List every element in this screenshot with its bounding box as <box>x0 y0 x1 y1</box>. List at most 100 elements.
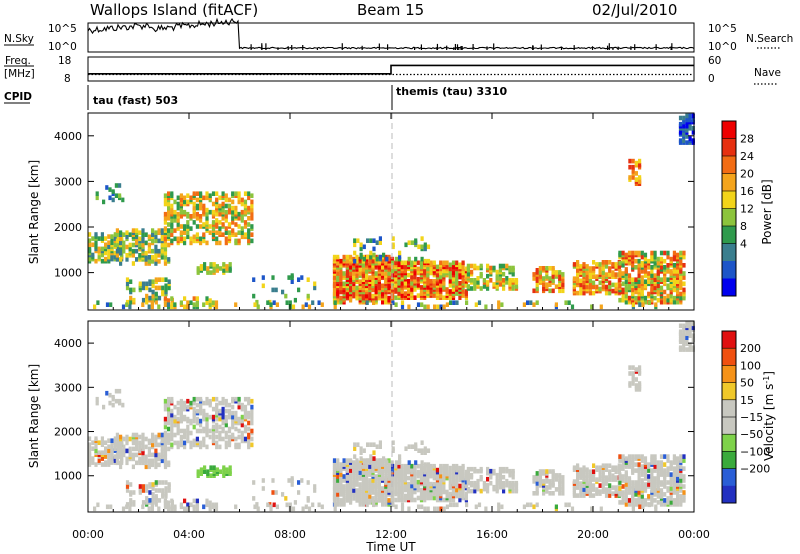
power-cell <box>391 285 395 290</box>
power-cell <box>426 258 431 264</box>
power-cell <box>445 264 449 270</box>
power-cell <box>95 195 99 201</box>
velocity-cell <box>205 444 209 450</box>
velocity-cell <box>119 444 123 450</box>
velocity-cell <box>601 469 605 474</box>
velocity-cell <box>100 440 104 445</box>
power-cell <box>685 113 689 119</box>
velocity-cell <box>482 480 486 486</box>
power-cell <box>154 248 158 254</box>
power-cell <box>377 293 381 299</box>
velocity-cell <box>358 470 362 475</box>
cpid-panel: CPID tau (fast) 503 themis (tau) 3310 <box>4 85 508 110</box>
velocity-cell <box>163 398 167 404</box>
velocity-cell <box>186 428 190 434</box>
power-cell <box>281 289 285 295</box>
power-cell <box>448 266 452 272</box>
power-cell <box>400 300 405 305</box>
velocity-cell <box>211 406 216 412</box>
velocity-cell <box>502 474 506 480</box>
power-cell <box>391 242 395 248</box>
velocity-cell <box>590 506 594 512</box>
power-cell <box>435 287 440 292</box>
power-cell <box>640 250 644 256</box>
velocity-cell <box>576 479 580 484</box>
power-cell <box>358 279 362 284</box>
power-cell <box>110 234 114 239</box>
power-cell <box>666 277 670 282</box>
power-cell <box>653 260 657 266</box>
velocity-cell <box>221 436 225 442</box>
power-cell <box>643 299 648 305</box>
power-cell <box>618 277 622 282</box>
colorbar-segment <box>722 399 736 418</box>
velocity-cell <box>128 436 132 442</box>
velocity-cell <box>653 458 657 463</box>
power-cell <box>157 228 161 233</box>
velocity-cell <box>173 418 177 424</box>
colorbar-tick-label: 8 <box>740 220 747 233</box>
power-cell <box>157 285 162 291</box>
velocity-cell <box>202 408 206 414</box>
velocity-cell <box>167 482 171 487</box>
power-cell <box>208 298 212 303</box>
velocity-cell <box>679 494 683 499</box>
power-cell <box>397 260 401 266</box>
power-cell <box>359 252 363 258</box>
power-cell <box>464 276 468 282</box>
velocity-cell <box>631 490 635 495</box>
velocity-cell <box>125 434 129 440</box>
power-cell <box>237 238 241 244</box>
power-cell <box>161 285 165 291</box>
velocity-cell <box>643 476 648 481</box>
velocity-cell <box>115 456 119 462</box>
power-cell <box>621 297 625 303</box>
power-cell <box>113 250 117 256</box>
power-cell <box>218 203 222 209</box>
velocity-cell <box>676 492 680 497</box>
power-cell <box>240 214 244 219</box>
power-cell <box>195 224 199 229</box>
power-cell <box>128 304 132 310</box>
power-cell <box>125 234 129 240</box>
velocity-cell <box>672 466 676 471</box>
velocity-cell <box>653 454 657 459</box>
velocity-cell <box>618 486 622 491</box>
velocity-cell <box>473 488 477 494</box>
power-cell <box>88 256 92 262</box>
power-cell <box>255 299 259 305</box>
power-cell <box>237 191 241 196</box>
station-title: Wallops Island (fitACF) <box>90 1 258 19</box>
power-cell <box>451 270 456 276</box>
velocity-cell <box>413 497 417 503</box>
power-cell <box>391 300 395 305</box>
power-cell <box>167 216 171 221</box>
velocity-cell <box>404 446 408 451</box>
power-cell <box>163 250 168 256</box>
velocity-cell <box>682 474 686 479</box>
power-cell <box>592 280 596 286</box>
power-cell <box>164 283 168 289</box>
power-cell <box>306 277 310 282</box>
power-cell <box>624 279 628 284</box>
power-cell <box>579 282 583 288</box>
power-cell <box>290 279 294 284</box>
power-cell <box>119 230 123 235</box>
velocity-cell <box>461 481 465 487</box>
power-cell <box>685 123 689 129</box>
velocity-cell <box>163 446 168 452</box>
velocity-cell <box>643 460 648 465</box>
power-cell <box>413 260 417 266</box>
power-cell <box>410 281 414 286</box>
power-cell <box>339 295 343 301</box>
velocity-cell <box>113 446 117 451</box>
power-cell <box>183 296 187 301</box>
velocity-cell <box>132 490 136 495</box>
power-cell <box>576 272 580 277</box>
velocity-cell <box>669 460 673 465</box>
velocity-cell <box>637 476 641 481</box>
velocity-cell <box>247 400 251 406</box>
velocity-cell <box>492 468 496 474</box>
power-cell <box>121 197 125 203</box>
power-cell <box>582 272 586 277</box>
